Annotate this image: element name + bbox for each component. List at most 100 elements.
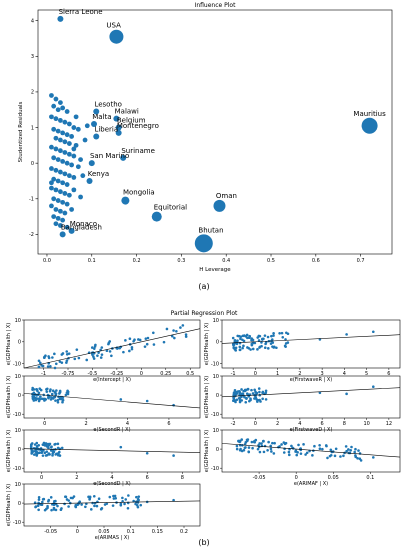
data-point (318, 391, 322, 395)
data-point (44, 442, 48, 445)
data-point (66, 173, 72, 179)
x-tick-label: 0 (254, 371, 257, 377)
data-point (247, 446, 251, 449)
data-point (88, 495, 92, 499)
data-point (49, 449, 53, 452)
point-label: Belgium (117, 117, 146, 125)
data-point (47, 452, 51, 455)
point-label: Kenya (88, 170, 109, 178)
x-tick-label: 0.3 (177, 258, 185, 264)
data-point (245, 333, 249, 337)
data-point (138, 338, 142, 342)
data-point (64, 132, 70, 138)
x-tick-label: 0.2 (133, 258, 141, 264)
plot-frame (221, 375, 401, 419)
data-point (345, 333, 348, 336)
data-point (235, 447, 239, 451)
x-tick-label: 4 (126, 421, 129, 427)
data-point (77, 356, 81, 360)
data-point (251, 392, 255, 395)
data-point (62, 119, 68, 125)
data-point (41, 500, 44, 504)
data-point (61, 400, 64, 404)
y-tick-label: 0 (18, 447, 21, 453)
data-point (39, 395, 42, 398)
data-point (275, 346, 278, 350)
data-point (60, 199, 66, 205)
x-tick-label: 0.6 (312, 258, 320, 264)
data-point (240, 395, 243, 399)
x-tick-label: 2 (85, 421, 88, 427)
data-point (58, 454, 62, 457)
data-point (49, 496, 53, 499)
data-point (264, 342, 267, 346)
data-point (32, 450, 35, 453)
data-point (152, 331, 155, 335)
data-point (264, 391, 268, 395)
data-point (43, 451, 47, 455)
data-point (37, 508, 40, 512)
data-point (56, 398, 60, 402)
data-point (136, 497, 140, 501)
data-point (246, 336, 249, 340)
data-point (122, 350, 125, 354)
data-point (55, 178, 61, 184)
data-point (71, 125, 77, 130)
data-point (173, 336, 176, 340)
x-tick-label: 0 (140, 371, 143, 377)
x-tick-label: 0.15 (152, 529, 163, 535)
fit-line (221, 334, 401, 344)
x-tick-label: -2 (231, 421, 236, 427)
data-point (31, 386, 34, 390)
data-point (256, 336, 260, 339)
data-point (46, 365, 50, 368)
data-point (339, 455, 342, 458)
data-point (58, 392, 61, 395)
data-point (49, 185, 54, 191)
regression-panel: -0.05 0 0.05 0.1 0.15 0.2 -10 0 10 e(ARIMAS | X) e… (6, 482, 201, 541)
data-point (231, 336, 235, 340)
data-point (244, 388, 248, 392)
data-point (244, 400, 248, 404)
data-point (53, 221, 59, 227)
data-point (244, 441, 248, 444)
data-point (37, 495, 41, 499)
y-tick-label: 0 (216, 447, 219, 453)
data-point (58, 118, 63, 123)
data-point (33, 501, 37, 504)
x-axis-label: e(Intercept | X) (93, 377, 131, 383)
x-tick-label: 0.1 (88, 258, 96, 264)
data-point (65, 391, 69, 394)
data-point (232, 397, 236, 401)
data-point (93, 504, 96, 508)
data-point (57, 451, 60, 455)
y-tick-label: 10 (15, 318, 21, 324)
data-point (240, 438, 244, 441)
data-point (253, 397, 256, 400)
data-point (68, 227, 75, 234)
x-tick-label: 0.05 (328, 475, 339, 481)
data-point (295, 453, 299, 457)
data-point (85, 358, 89, 362)
data-point (249, 348, 252, 351)
data-point (41, 454, 45, 457)
data-point (238, 348, 242, 352)
y-tick-label: -1 (29, 197, 34, 203)
plot-frame (37, 9, 393, 255)
data-point (334, 447, 338, 451)
data-point (45, 453, 49, 457)
data-point (55, 128, 61, 134)
data-point (38, 361, 42, 365)
data-point (257, 339, 261, 342)
data-point (45, 390, 49, 393)
data-point (296, 451, 299, 454)
y-tick-label: -10 (13, 361, 21, 367)
data-point (248, 334, 251, 338)
data-point (46, 387, 49, 391)
data-point (260, 444, 264, 448)
data-point (56, 504, 59, 508)
x-tick-label: -1 (231, 371, 236, 377)
data-point (333, 454, 337, 458)
data-point (372, 330, 375, 334)
data-point (51, 103, 57, 109)
